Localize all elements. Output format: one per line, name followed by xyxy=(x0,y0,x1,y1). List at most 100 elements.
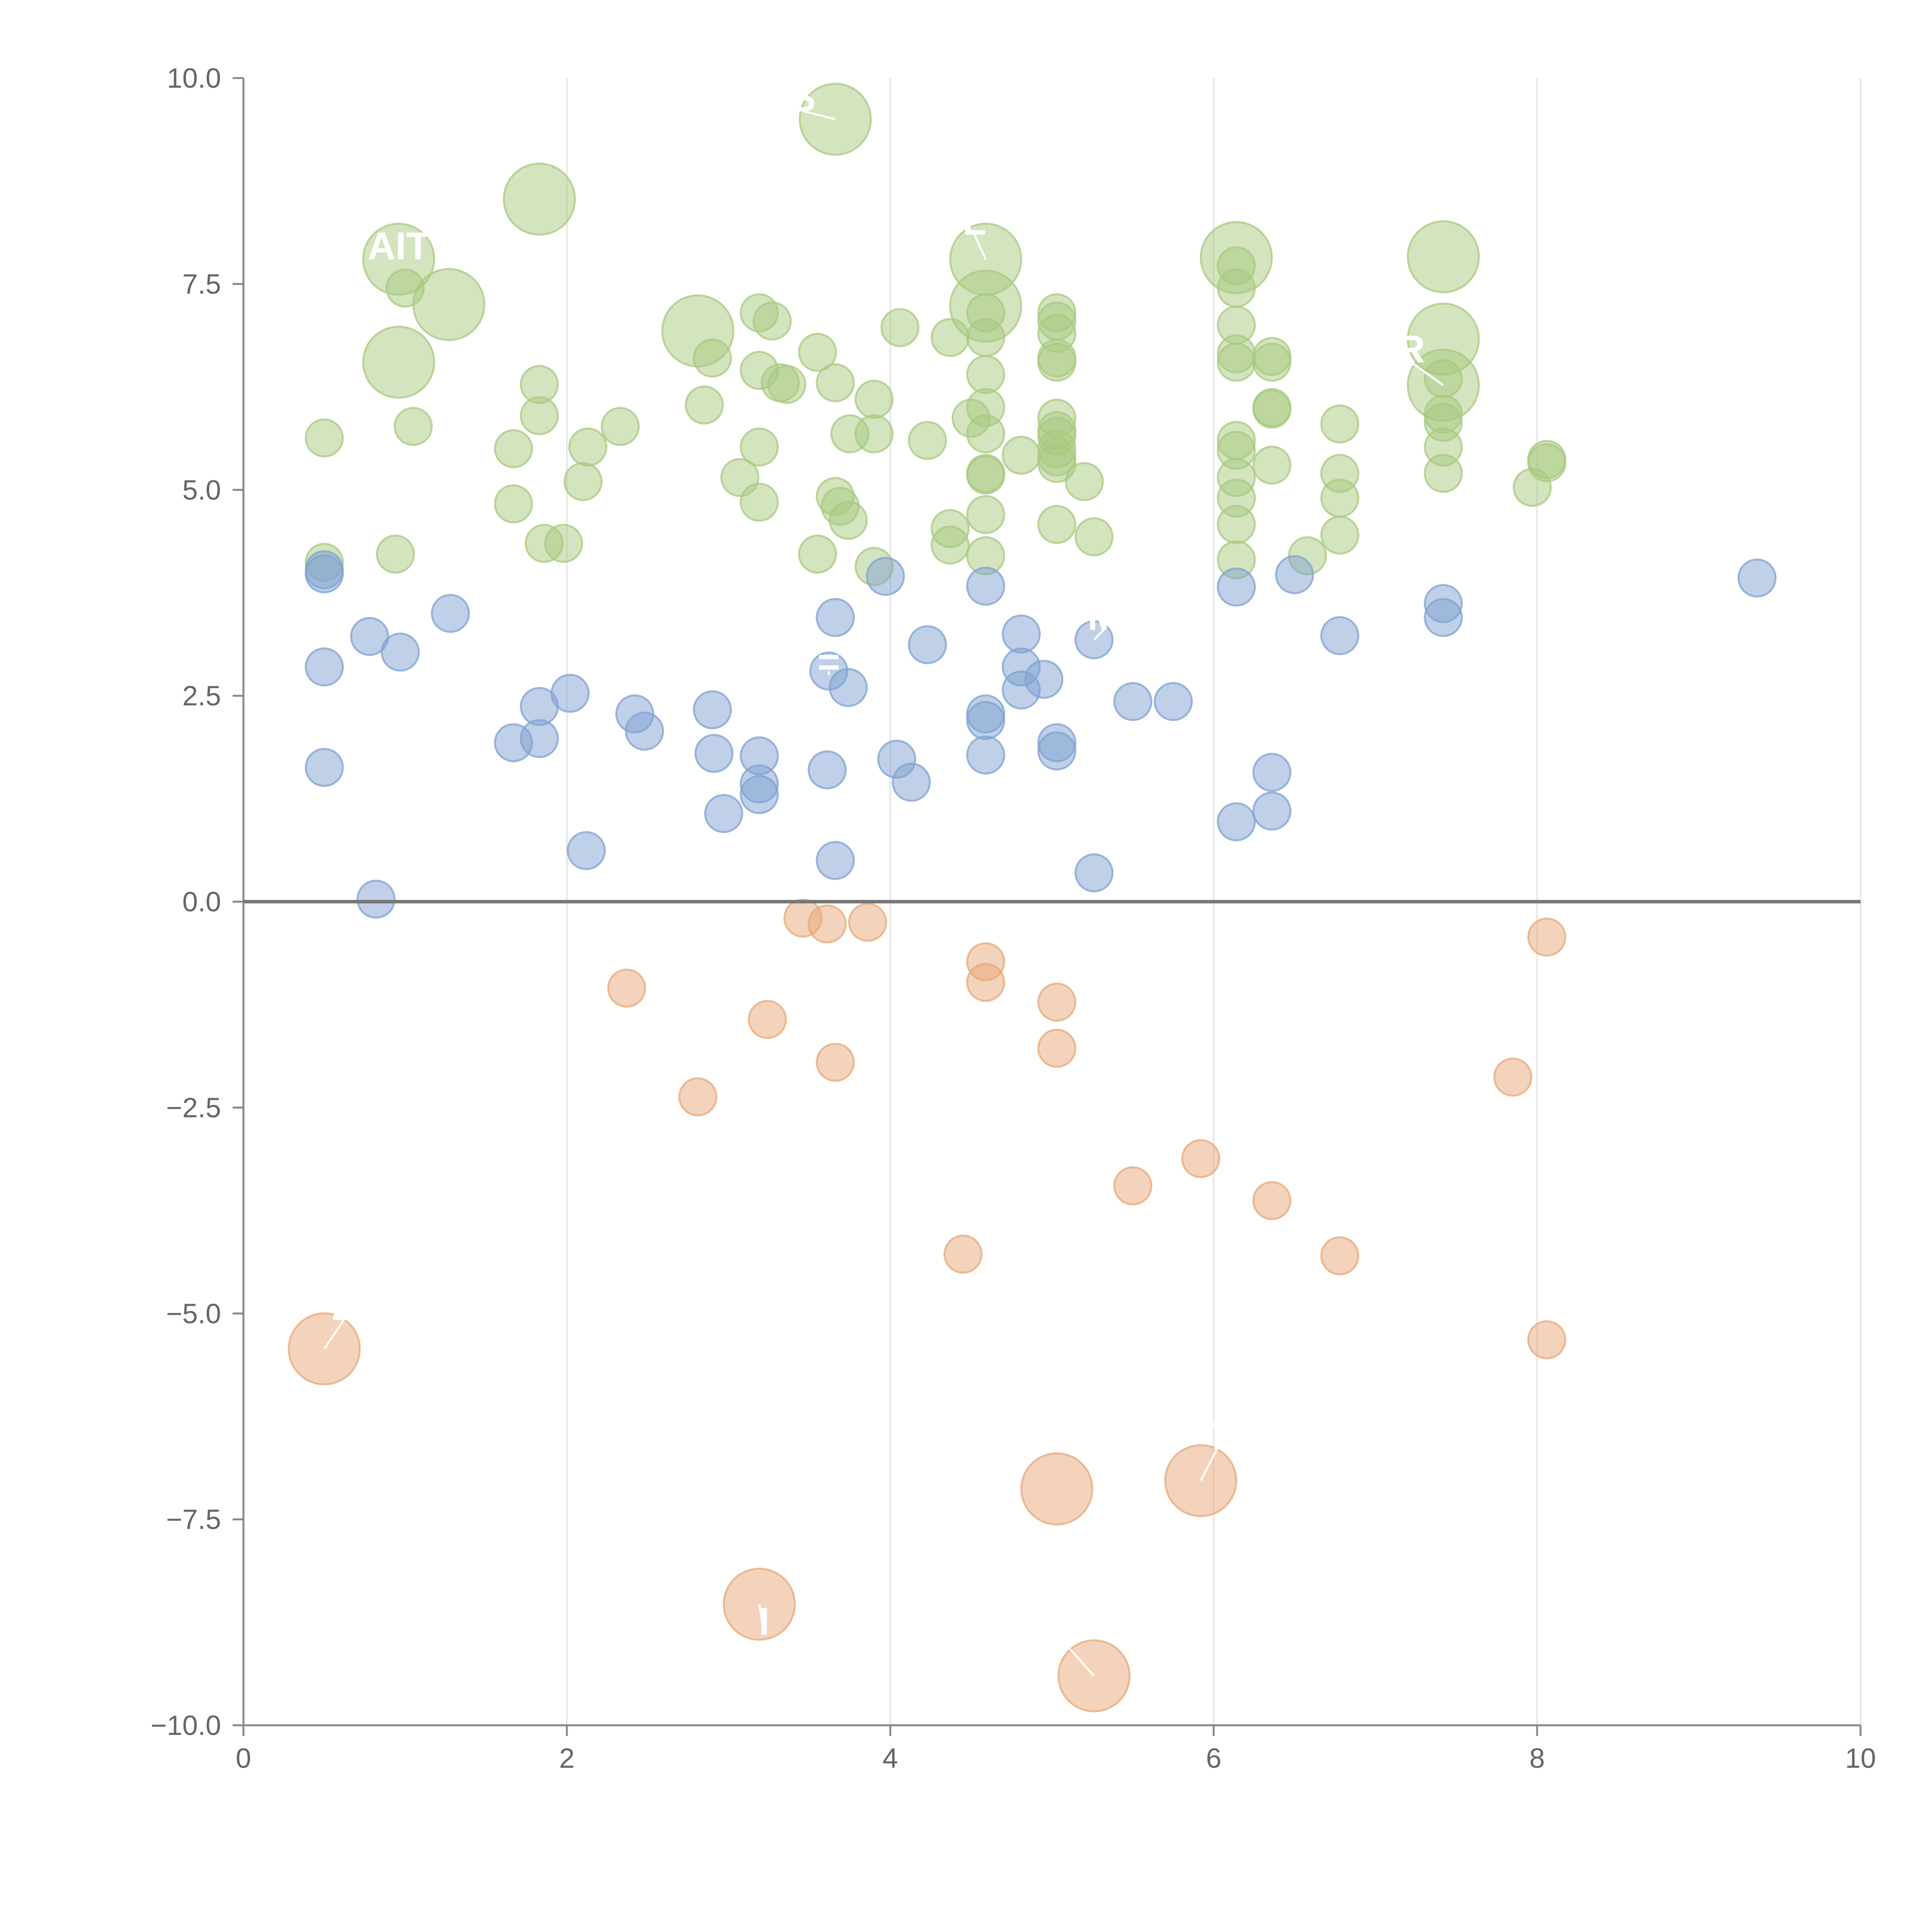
green-point xyxy=(930,318,970,357)
orange-point xyxy=(607,968,646,1008)
green-point xyxy=(685,385,724,425)
y-tick-label: −7.5 xyxy=(166,1504,221,1535)
y-tick-label: 0.0 xyxy=(182,887,221,918)
annotation-label: L xyxy=(963,200,986,243)
green-point xyxy=(908,421,947,460)
blue-point xyxy=(1074,853,1114,893)
x-tick-label: 6 xyxy=(1206,1743,1221,1774)
green-point xyxy=(1217,342,1256,382)
y-tick-label: −5.0 xyxy=(166,1298,221,1329)
green-point xyxy=(494,484,533,524)
annotation-leader xyxy=(803,110,836,120)
green-point xyxy=(1217,269,1256,308)
x-tick-label: 10 xyxy=(1845,1743,1876,1774)
green-point xyxy=(966,355,1005,394)
blue-point xyxy=(1217,802,1256,842)
blue-point xyxy=(381,633,420,672)
green-point xyxy=(798,333,837,372)
green-point xyxy=(798,534,837,574)
green-point xyxy=(966,414,1005,454)
tick-labels: 0 2 4 6 8 10 −10.0 −7.5 −5.0 −2.5 0.0 2.5 5.0 7.5 10.0 xyxy=(151,63,1876,1774)
green-point xyxy=(816,363,855,403)
orange-point xyxy=(1527,1320,1566,1359)
blue-point xyxy=(1320,616,1359,655)
green-point xyxy=(1065,462,1104,501)
y-tick-label: 10.0 xyxy=(167,63,221,94)
data-points xyxy=(287,83,1777,1713)
green-point xyxy=(544,524,583,563)
blue-point xyxy=(1037,731,1077,770)
annotation-label: = xyxy=(818,640,840,684)
blue-point xyxy=(828,668,868,707)
blue-point xyxy=(740,775,779,814)
x-tick-label: 8 xyxy=(1529,1743,1545,1774)
annotations: AIT S L R M = Z T I I xyxy=(323,76,1444,1677)
green-point xyxy=(600,407,640,446)
orange-point xyxy=(1037,1029,1077,1068)
green-point xyxy=(1037,342,1077,382)
blue-point xyxy=(866,557,905,596)
x-tick-label: 4 xyxy=(883,1743,898,1774)
blue-point xyxy=(1113,682,1153,721)
green-point xyxy=(376,534,415,574)
orange-point xyxy=(1493,1058,1532,1097)
blue-point xyxy=(1002,670,1041,710)
blue-point xyxy=(431,594,470,633)
orange-point xyxy=(848,903,887,942)
blue-point xyxy=(816,598,855,637)
annotation-label: M xyxy=(1088,595,1120,638)
green-point xyxy=(1423,454,1463,493)
blue-point xyxy=(816,841,855,880)
green-point xyxy=(568,427,607,467)
annotation-label: R xyxy=(1397,327,1425,371)
blue-point xyxy=(494,723,533,762)
blue-point xyxy=(694,734,734,773)
blue-point xyxy=(704,794,743,833)
blue-point xyxy=(1217,567,1256,607)
green-point xyxy=(494,429,533,468)
blue-point xyxy=(304,647,344,687)
green-point xyxy=(1074,517,1114,556)
orange-point xyxy=(1037,983,1077,1022)
y-tick-label: −2.5 xyxy=(166,1092,221,1123)
green-point xyxy=(520,396,559,435)
green-point xyxy=(393,407,433,446)
green-point xyxy=(1252,389,1292,429)
annotation-leader xyxy=(1410,361,1444,386)
blue-point xyxy=(891,762,931,802)
green-point xyxy=(1252,342,1292,382)
annotation-label: T xyxy=(1205,1415,1229,1458)
blue-point xyxy=(1252,791,1292,831)
orange-point xyxy=(748,1000,787,1039)
orange-point xyxy=(1181,1139,1221,1179)
blue-point xyxy=(1153,682,1193,721)
orange-point xyxy=(808,904,847,944)
blue-point xyxy=(304,554,344,594)
blue-point xyxy=(693,690,732,730)
annotation-leader xyxy=(1093,629,1105,641)
annotation-leader xyxy=(1067,1646,1095,1677)
green-point xyxy=(767,365,806,404)
x-tick-label: 0 xyxy=(236,1743,251,1774)
green-point xyxy=(854,414,894,454)
orange-point xyxy=(1252,1181,1292,1220)
green-point xyxy=(693,338,732,378)
green-point xyxy=(966,318,1005,357)
blue-point xyxy=(1252,753,1292,792)
blue-point xyxy=(908,625,947,664)
green-point xyxy=(1217,505,1256,544)
green-point xyxy=(1037,505,1077,544)
annotation-label: Z xyxy=(332,1285,355,1328)
blue-point xyxy=(356,879,396,919)
y-tick-label: 5.0 xyxy=(182,475,221,506)
green-point xyxy=(740,427,779,467)
y-tick-label: −10.0 xyxy=(151,1710,221,1741)
annotation-leader xyxy=(973,234,987,260)
annotation-label: S xyxy=(790,76,816,119)
blue-point xyxy=(1737,558,1777,598)
green-point xyxy=(966,455,1005,495)
green-point xyxy=(362,325,435,399)
green-point xyxy=(752,301,792,341)
green-point xyxy=(386,269,425,308)
